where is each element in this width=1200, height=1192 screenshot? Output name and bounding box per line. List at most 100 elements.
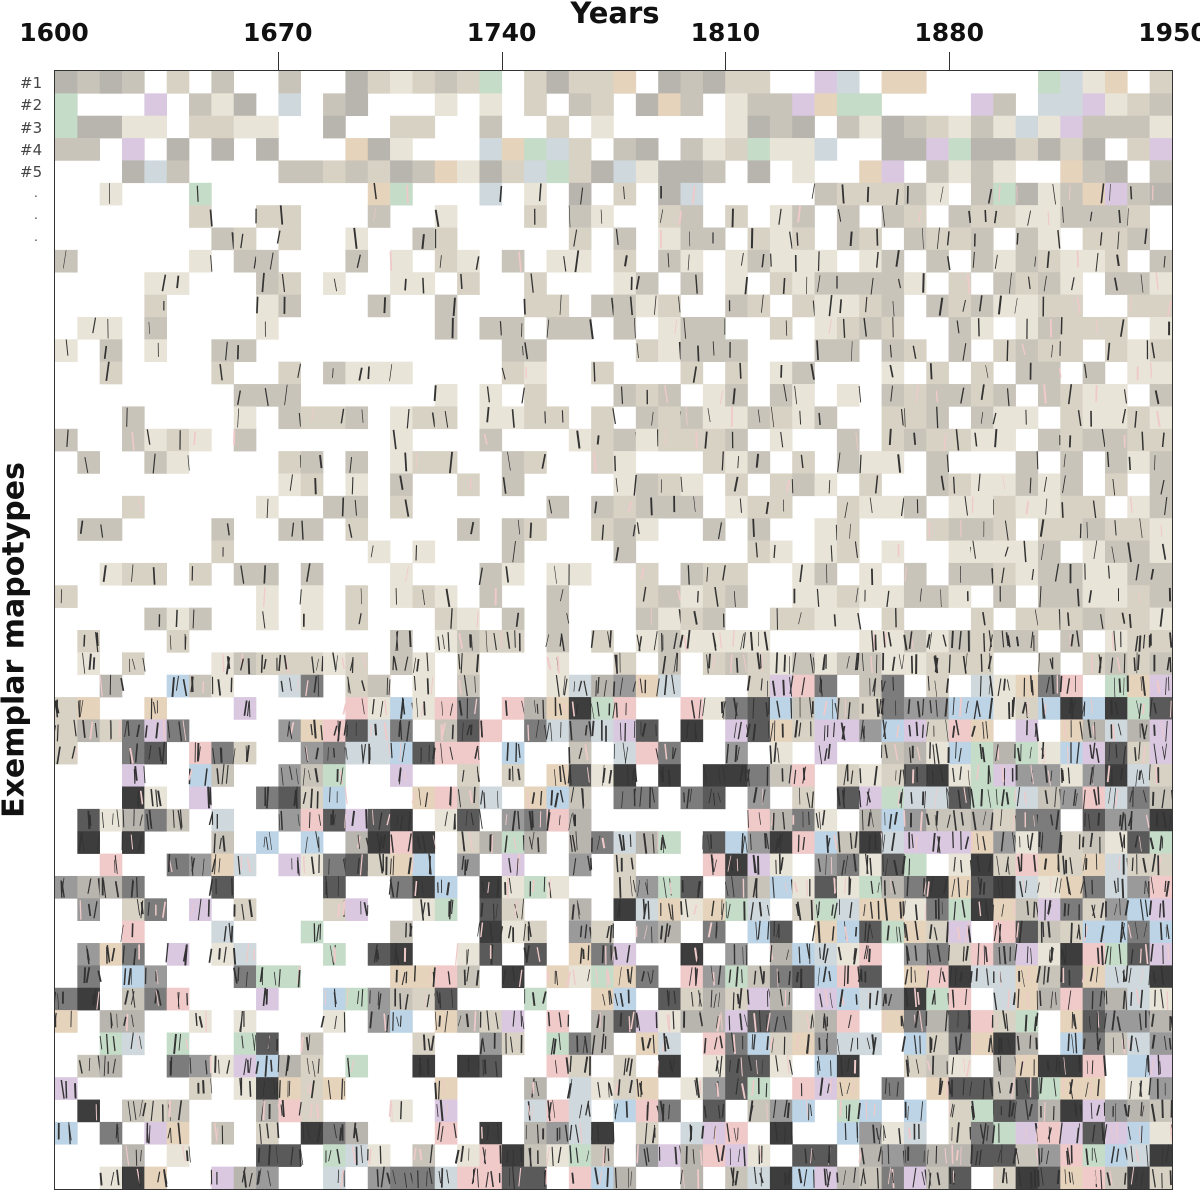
mapotype-tile bbox=[747, 853, 771, 877]
mapotype-tile bbox=[546, 965, 570, 989]
mapotype-tile bbox=[792, 786, 815, 810]
mapotype-tile bbox=[434, 1010, 458, 1033]
mapotype-tile bbox=[1104, 1166, 1128, 1189]
mapotype-tile bbox=[367, 808, 391, 832]
mapotype-tile bbox=[367, 71, 391, 94]
mapotype-tile bbox=[792, 898, 815, 921]
mapotype-tile bbox=[702, 786, 726, 810]
mapotype-tile bbox=[122, 652, 146, 676]
mapotype-tile bbox=[993, 339, 1016, 362]
mapotype-tile bbox=[792, 406, 815, 430]
mapotype-tile bbox=[658, 205, 681, 228]
mapotype-tile bbox=[457, 786, 480, 810]
mapotype-tile bbox=[993, 115, 1016, 139]
mapotype-tile bbox=[769, 1032, 793, 1056]
mapotype-tile bbox=[1058, 875, 1083, 899]
mapotype-tile bbox=[993, 1032, 1016, 1056]
mapotype-tile bbox=[658, 1032, 681, 1056]
mapotype-tile bbox=[523, 294, 547, 318]
mapotype-tile bbox=[811, 182, 838, 206]
mapotype-tile bbox=[680, 473, 704, 497]
mapotype-tile bbox=[479, 428, 503, 452]
mapotype-tile bbox=[144, 339, 167, 362]
mapotype-tile bbox=[970, 630, 994, 653]
mapotype-tile bbox=[1015, 1032, 1039, 1056]
mapotype-tile bbox=[211, 138, 235, 161]
x-tick-label-1810: 1810 bbox=[690, 18, 761, 47]
mapotype-tile bbox=[993, 205, 1016, 228]
mapotype-tile bbox=[702, 898, 726, 921]
mapotype-tile bbox=[836, 294, 860, 318]
mapotype-tile bbox=[859, 719, 882, 743]
mapotype-tile bbox=[144, 562, 167, 586]
mapotype-tile bbox=[859, 294, 882, 318]
mapotype-tile bbox=[1060, 1099, 1084, 1123]
mapotype-tile bbox=[769, 138, 793, 161]
mapotype-tile bbox=[658, 160, 681, 184]
mapotype-tile bbox=[390, 406, 413, 430]
mapotype-tile bbox=[725, 630, 748, 653]
mapotype-tile bbox=[591, 518, 614, 541]
mapotype-tile bbox=[970, 384, 994, 407]
mapotype-tile bbox=[523, 943, 547, 966]
mapotype-tile bbox=[926, 898, 949, 921]
mapotype-tile bbox=[412, 585, 436, 608]
mapotype-tile bbox=[1037, 943, 1061, 966]
mapotype-tile bbox=[367, 1010, 391, 1033]
mapotype-tile bbox=[1015, 875, 1039, 899]
mapotype-tile bbox=[769, 115, 793, 139]
mapotype-tile bbox=[55, 93, 78, 117]
mapotype-tile bbox=[521, 384, 547, 407]
x-axis-title: Years bbox=[570, 0, 660, 30]
mapotype-tile bbox=[903, 808, 927, 832]
mapotype-tile bbox=[323, 1166, 346, 1189]
mapotype-tile bbox=[948, 562, 972, 586]
mapotype-tile bbox=[993, 562, 1016, 586]
mapotype-tile bbox=[345, 853, 369, 877]
mapotype-tile bbox=[969, 1077, 994, 1100]
mapotype-tile bbox=[189, 93, 212, 117]
mapotype-tile bbox=[166, 1144, 191, 1167]
mapotype-tile bbox=[658, 831, 681, 854]
mapotype-tile bbox=[791, 473, 815, 497]
mapotype-tile bbox=[1037, 205, 1061, 228]
mapotype-tile bbox=[836, 115, 860, 139]
mapotype-tile bbox=[881, 674, 905, 698]
mapotype-tile bbox=[590, 630, 614, 653]
mapotype-tile bbox=[1104, 384, 1128, 407]
mapotype-tile bbox=[1060, 294, 1083, 318]
mapotype-tile bbox=[1148, 965, 1172, 989]
mapotype-tile bbox=[568, 1144, 592, 1167]
mapotype-tile bbox=[479, 115, 503, 139]
mapotype-tile bbox=[1060, 406, 1083, 430]
mapotype-tile bbox=[926, 786, 951, 810]
mapotype-tile bbox=[926, 1077, 949, 1100]
mapotype-tile bbox=[792, 93, 815, 117]
mapotype-tile bbox=[613, 272, 637, 295]
mapotype-tile bbox=[903, 719, 927, 743]
mapotype-tile bbox=[591, 361, 614, 385]
mapotype-tile bbox=[881, 987, 905, 1011]
mapotype-tile bbox=[1103, 1010, 1128, 1033]
mapotype-tile bbox=[1015, 831, 1039, 854]
mapotype-tile bbox=[591, 115, 614, 139]
mapotype-tile bbox=[367, 160, 391, 184]
mapotype-tile bbox=[1037, 540, 1061, 564]
mapotype-tile bbox=[278, 1077, 302, 1100]
mapotype-tile bbox=[725, 719, 750, 743]
mapotype-tile bbox=[189, 249, 213, 273]
mapotype-tile bbox=[345, 138, 369, 161]
mapotype-tile bbox=[1149, 808, 1172, 832]
x-tick-label-1670: 1670 bbox=[243, 18, 313, 47]
mapotype-tile bbox=[591, 965, 614, 989]
mapotype-tile bbox=[881, 719, 905, 743]
mapotype-tile bbox=[501, 316, 525, 340]
mapotype-tile bbox=[233, 1166, 257, 1189]
mapotype-tile bbox=[99, 316, 123, 340]
mapotype-tile bbox=[903, 943, 927, 966]
mapotype-tile bbox=[701, 1121, 726, 1145]
mapotype-tile bbox=[479, 1054, 503, 1078]
mapotype-tile bbox=[680, 428, 704, 452]
mapotype-tile bbox=[166, 1032, 190, 1056]
mapotype-tile bbox=[345, 1054, 369, 1078]
